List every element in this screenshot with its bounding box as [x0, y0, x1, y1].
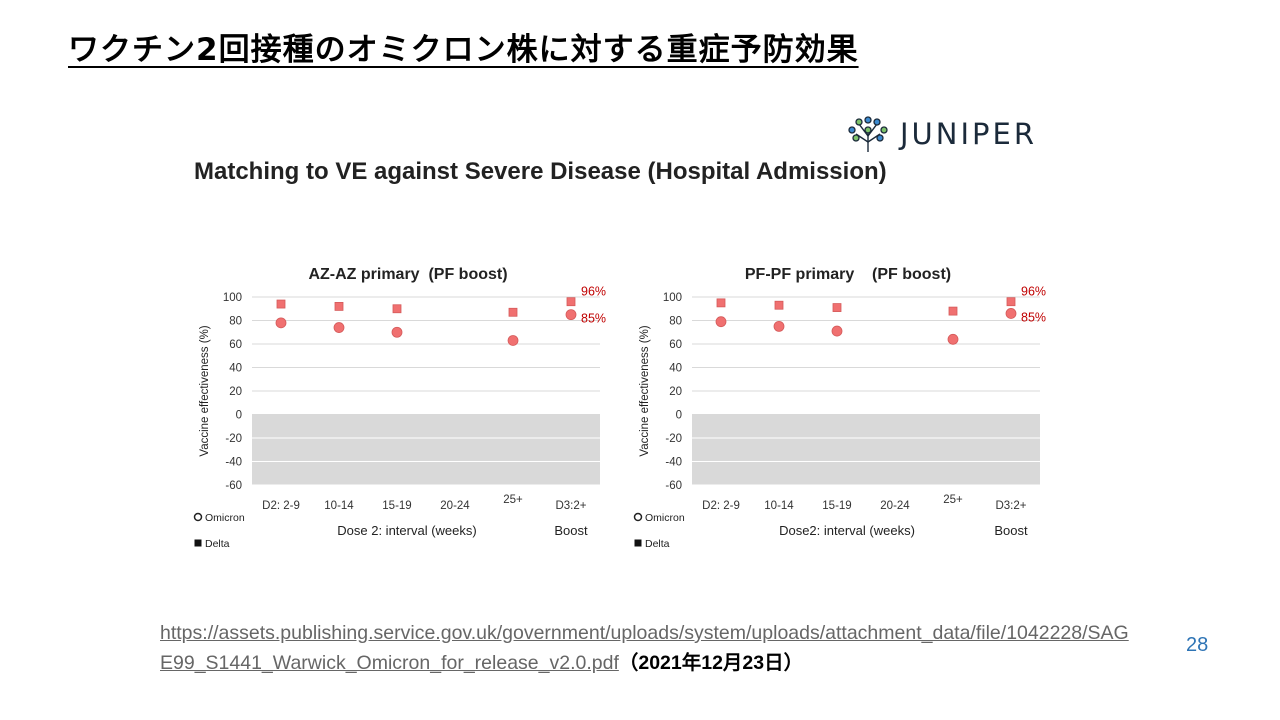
- delta-point: [716, 298, 726, 308]
- omicron-point: [507, 335, 519, 346]
- delta-point: [276, 299, 286, 309]
- negative-region: [692, 414, 1040, 485]
- juniper-logo: JUNIPER: [846, 112, 1037, 156]
- legend-delta-marker: [634, 539, 642, 547]
- delta-point: [1006, 297, 1016, 307]
- y-tick-label: 100: [663, 292, 682, 304]
- citation-date: （2021年12月23日）: [618, 652, 804, 674]
- legend-omicron-label: Omicron: [645, 512, 685, 524]
- y-tick-label: 60: [229, 339, 242, 351]
- delta-point: [392, 304, 402, 314]
- omicron-point: [565, 309, 577, 321]
- chart-svg-1: 100 80 60 40 20 0 -20 -40 -60 PF-PF primary (PF b…: [633, 266, 1046, 550]
- y-tick-label: 60: [669, 339, 682, 351]
- y-tick-label: 40: [669, 363, 682, 375]
- x-axis-label: Dose2: interval (weeks): [779, 523, 915, 538]
- x-tick-label: 20-24: [880, 500, 910, 512]
- legend: Omicron Delta: [633, 512, 685, 550]
- legend-delta-marker: [194, 539, 202, 547]
- logo-text: JUNIPER: [900, 117, 1037, 151]
- delta-point: [774, 300, 784, 310]
- omicron-point: [831, 325, 843, 337]
- omicron-boost-annotation: 85%: [581, 312, 606, 326]
- x-tick-label: 25+: [943, 494, 963, 506]
- omicron-point: [947, 333, 959, 345]
- legend-omicron-label: Omicron: [205, 512, 245, 524]
- y-tick-label: -60: [665, 480, 682, 492]
- chart-subtitle: Matching to VE against Severe Disease (H…: [194, 158, 887, 185]
- boost-label: Boost: [554, 523, 588, 538]
- y-axis-label: Vaccine effectiveness (%): [199, 325, 211, 456]
- omicron-point: [715, 316, 727, 328]
- pf-pf-chart: 100 80 60 40 20 0 -20 -40 -60 PF-PF primary (PF b…: [630, 255, 1050, 555]
- x-tick-label: D2: 2-9: [702, 500, 740, 512]
- y-tick-label: -60: [225, 480, 242, 492]
- chart-svg-0: 100 80 60 40 20 0 -20 -40 -60 AZ-AZ primary (PF b…: [193, 266, 606, 550]
- x-tick-label: 25+: [503, 494, 523, 506]
- slide-title: ワクチン2回接種のオミクロン株に対する重症予防効果: [68, 32, 859, 68]
- y-tick-label: 0: [676, 410, 682, 422]
- negative-region: [252, 414, 600, 485]
- omicron-point: [1005, 308, 1017, 319]
- omicron-point: [275, 317, 287, 329]
- y-tick-label: 80: [669, 316, 682, 328]
- legend: Omicron Delta: [193, 512, 245, 550]
- delta-point: [948, 306, 958, 316]
- y-tick-label: -20: [225, 433, 242, 445]
- legend-omicron-marker: [633, 512, 643, 522]
- legend-omicron-marker: [193, 512, 203, 522]
- y-tick-label: 80: [229, 316, 242, 328]
- delta-boost-annotation: 96%: [581, 285, 606, 299]
- citation-link[interactable]: https://assets.publishing.service.gov.uk…: [160, 622, 1129, 674]
- legend-delta-label: Delta: [645, 538, 670, 550]
- y-tick-label: -20: [665, 433, 682, 445]
- delta-point: [566, 297, 576, 307]
- y-tick-label: 40: [229, 363, 242, 375]
- delta-point: [832, 303, 842, 312]
- chart-title: PF-PF primary (PF boost): [745, 266, 951, 283]
- x-axis-label: Dose 2: interval (weeks): [337, 523, 476, 538]
- omicron-point: [773, 320, 785, 332]
- x-tick-label: 10-14: [324, 500, 354, 512]
- y-tick-label: 20: [229, 386, 242, 398]
- y-tick-label: -40: [665, 457, 682, 469]
- x-tick-label: 15-19: [822, 500, 851, 512]
- delta-point: [508, 307, 518, 317]
- y-tick-label: 20: [669, 386, 682, 398]
- y-tick-label: 100: [223, 292, 242, 304]
- x-tick-label: D3:2+: [995, 500, 1026, 512]
- x-tick-label: 10-14: [764, 500, 794, 512]
- legend-delta-label: Delta: [205, 538, 230, 550]
- omicron-point: [333, 322, 345, 333]
- omicron-point: [391, 326, 403, 338]
- omicron-boost-annotation: 85%: [1021, 310, 1046, 324]
- y-axis-label: Vaccine effectiveness (%): [639, 325, 651, 456]
- az-az-chart: 100 80 60 40 20 0 -20 -40 -60 AZ-AZ primary (PF b…: [190, 255, 610, 555]
- page-number: 28: [1186, 634, 1209, 656]
- delta-point: [334, 302, 344, 311]
- boost-label: Boost: [994, 523, 1028, 538]
- x-tick-label: 15-19: [382, 500, 411, 512]
- delta-boost-annotation: 96%: [1021, 285, 1046, 299]
- y-tick-label: 0: [236, 410, 242, 422]
- chart-title: AZ-AZ primary (PF boost): [308, 266, 507, 283]
- x-tick-label: D3:2+: [555, 500, 586, 512]
- juniper-tree-icon: [848, 116, 888, 152]
- y-tick-label: -40: [225, 457, 242, 469]
- citation: https://assets.publishing.service.gov.uk…: [160, 618, 1135, 678]
- x-tick-label: D2: 2-9: [262, 500, 300, 512]
- x-tick-label: 20-24: [440, 500, 470, 512]
